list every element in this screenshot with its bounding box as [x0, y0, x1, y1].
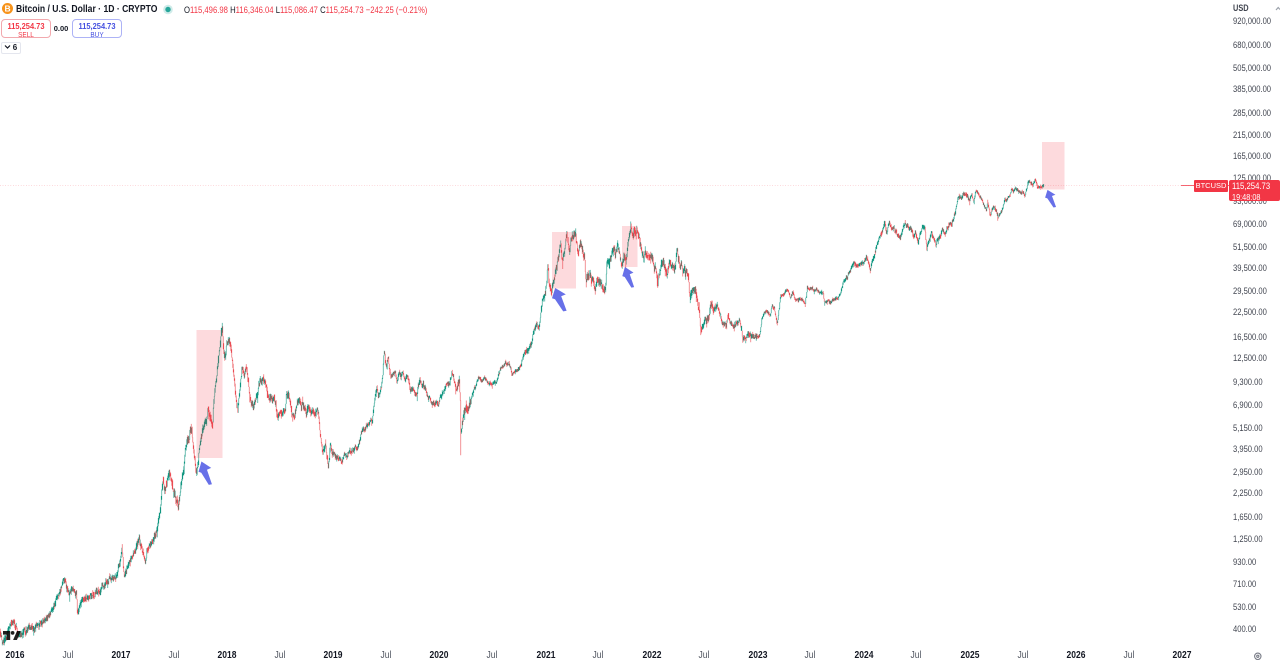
- svg-text:B: B: [5, 4, 11, 14]
